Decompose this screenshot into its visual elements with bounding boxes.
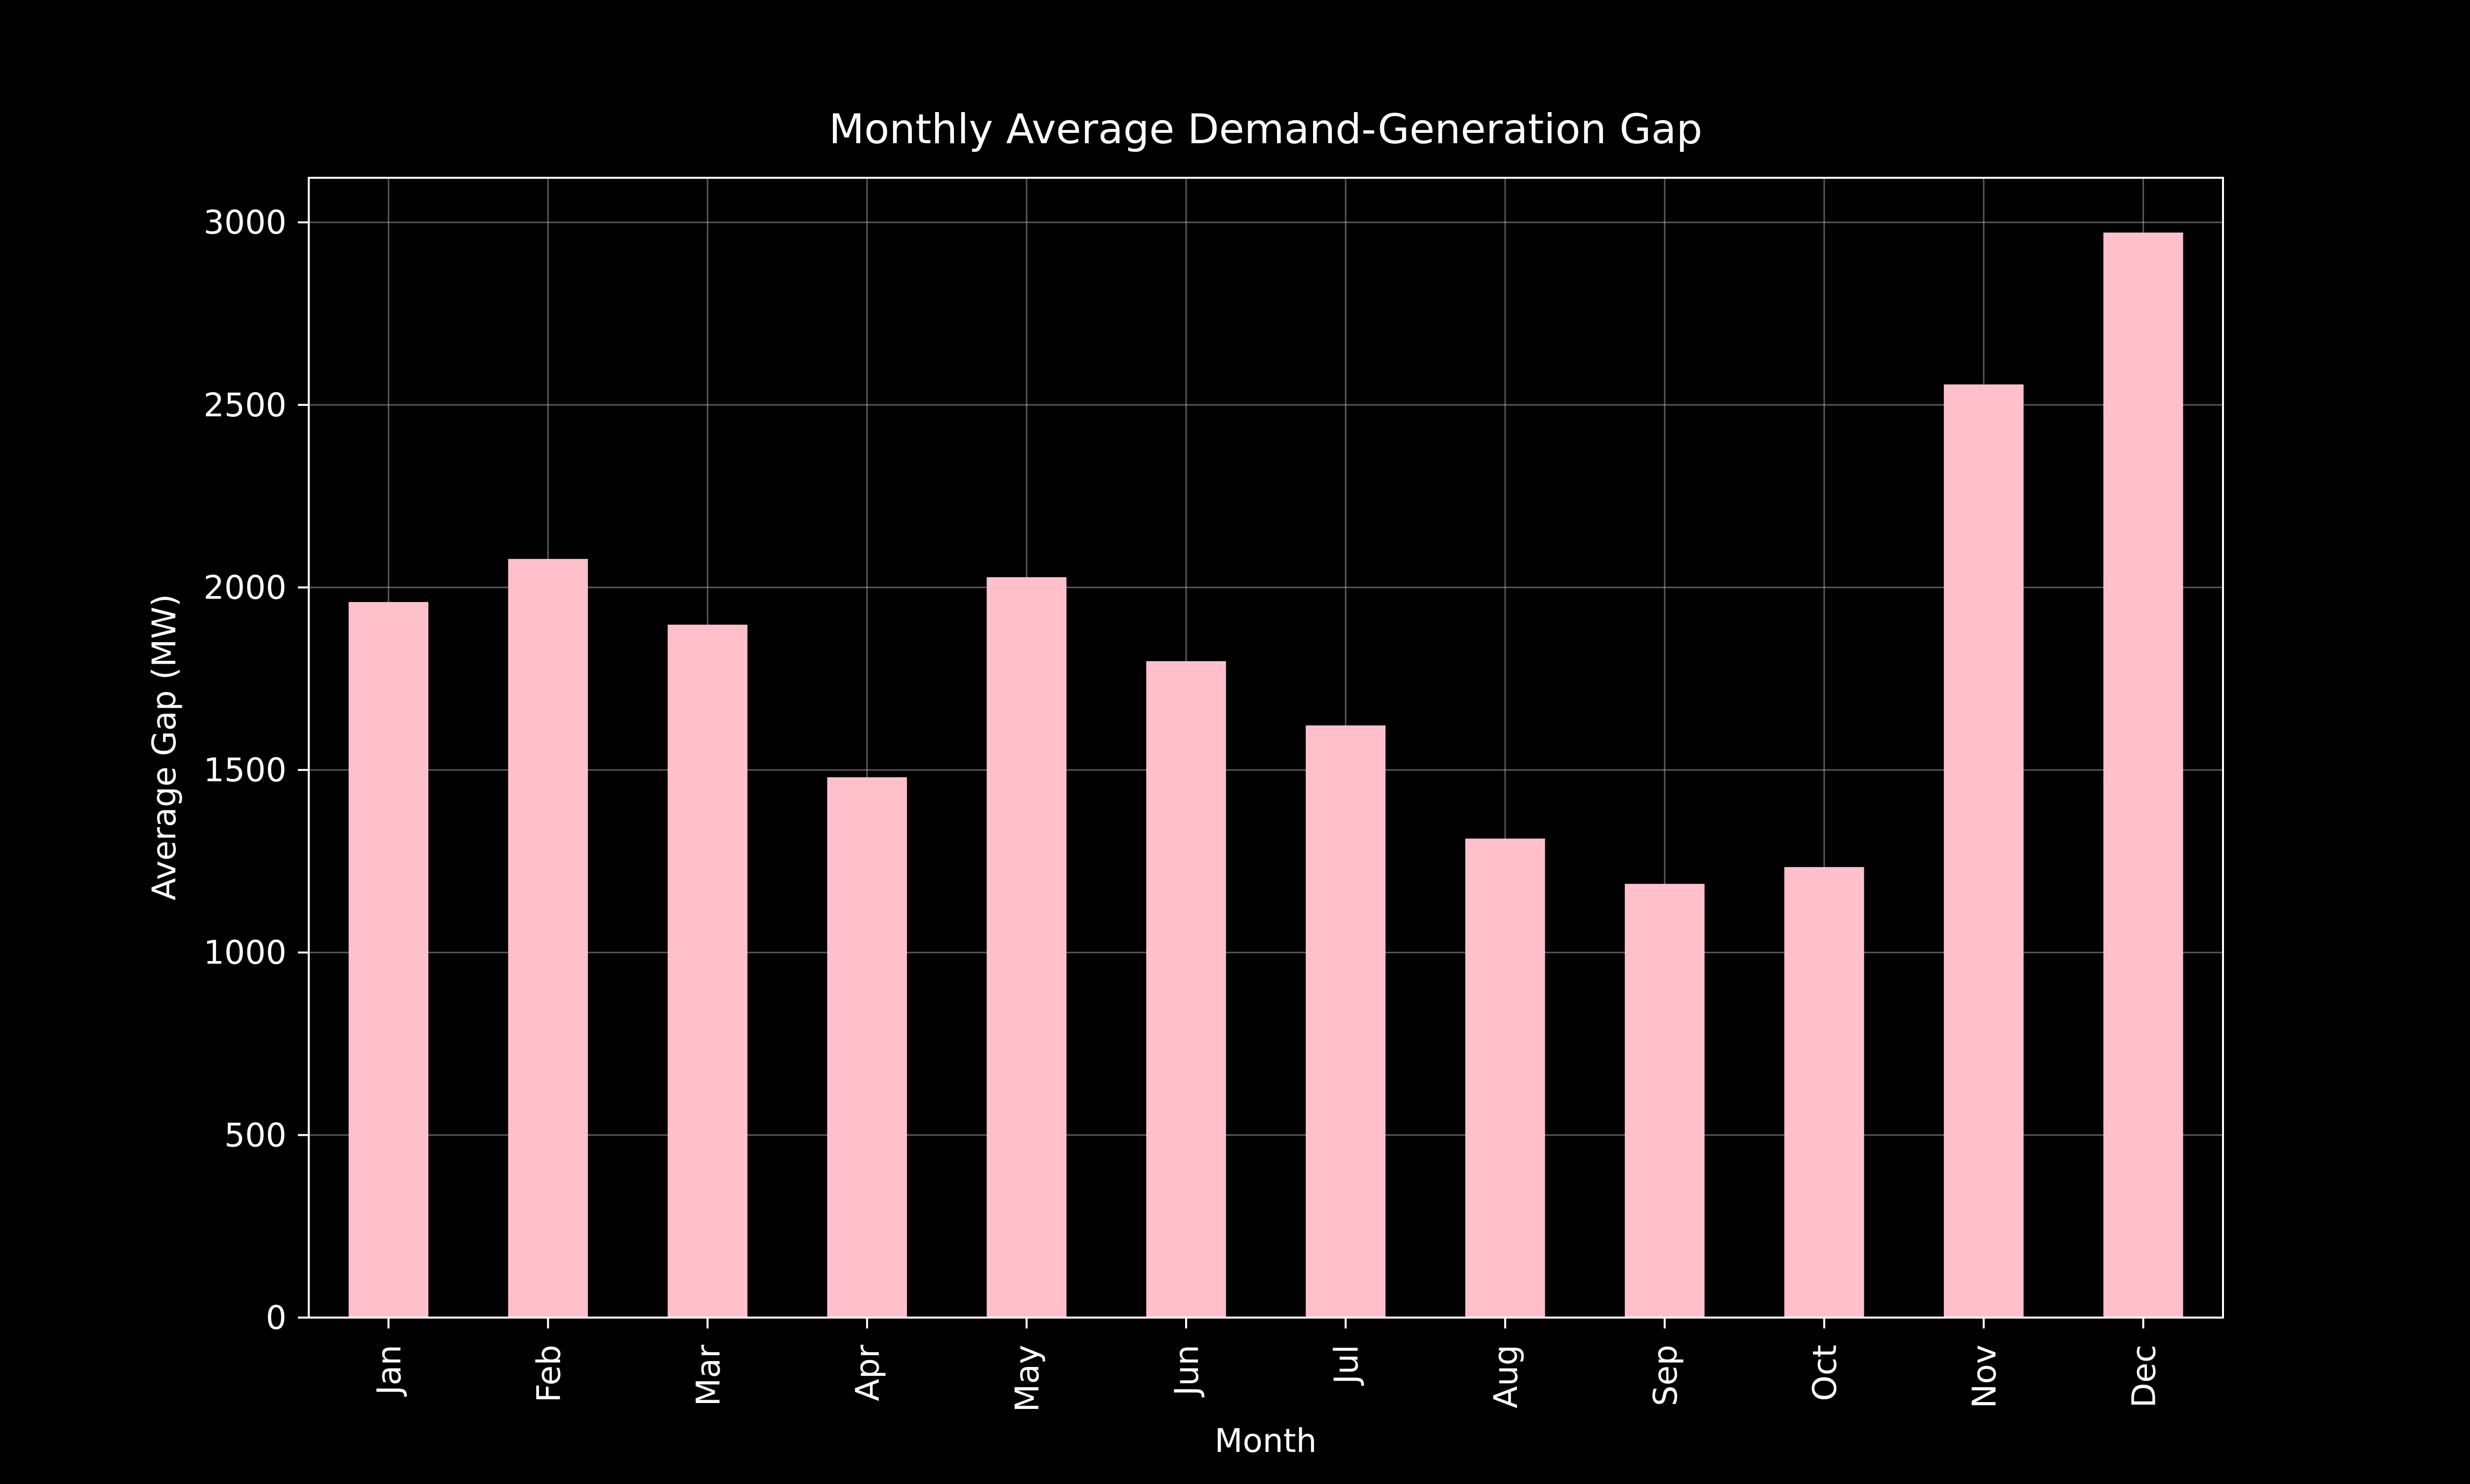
y-tick-label: 1000 [204,934,287,972]
x-tick-label-jun: Jun [1168,1345,1206,1398]
x-tick-label-sep: Sep [1647,1345,1685,1406]
x-tick-label-aug: Aug [1487,1345,1525,1408]
axes-layer [298,177,2224,1328]
labels-layer: Monthly Average Demand-Generation Gap Mo… [145,105,2163,1460]
x-tick-label-may: May [1008,1345,1046,1412]
bar-feb [508,559,588,1318]
bar-nov [1943,384,2024,1318]
y-tick-label: 2000 [204,568,287,606]
y-tick-label: 3000 [204,203,287,241]
plot-frame [308,177,2224,1319]
bar-jan [348,602,429,1318]
bar-jul [1306,725,1386,1318]
x-tick-label-jan: Jan [370,1345,408,1397]
bar-aug [1465,839,1545,1318]
x-tick-label-mar: Mar [689,1344,727,1406]
bar-jun [1146,661,1226,1318]
y-axis-label: Average Gap (MW) [145,594,183,900]
y-tick-label: 1500 [204,751,287,789]
y-tick-label: 2500 [204,386,287,424]
x-tick-label-apr: Apr [849,1344,887,1401]
bar-dec [2103,232,2183,1318]
bar-may [987,577,1067,1318]
x-tick-label-oct: Oct [1806,1345,1844,1401]
x-tick-label-dec: Dec [2125,1345,2163,1408]
x-tick-label-jul: Jul [1327,1345,1365,1386]
bar-apr [827,777,907,1318]
bar-oct [1784,867,1864,1318]
bar-mar [667,624,748,1318]
bars-layer [348,232,2183,1318]
chart-title: Monthly Average Demand-Generation Gap [829,105,1702,153]
bar-sep [1625,883,1705,1318]
y-tick-label: 500 [224,1116,287,1154]
x-tick-label-feb: Feb [530,1345,568,1403]
x-axis-label: Month [1215,1422,1317,1460]
x-tick-label-nov: Nov [1966,1345,2004,1408]
y-tick-label: 0 [266,1299,287,1337]
